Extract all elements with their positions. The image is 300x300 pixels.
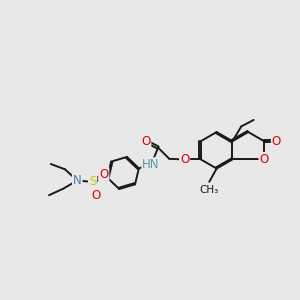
- Text: HN: HN: [142, 158, 160, 171]
- Text: O: O: [141, 135, 150, 148]
- Text: O: O: [180, 153, 189, 166]
- Text: CH₃: CH₃: [200, 185, 219, 195]
- Text: S: S: [89, 176, 96, 188]
- Text: O: O: [260, 153, 269, 166]
- Text: O: O: [99, 168, 108, 181]
- Text: N: N: [73, 174, 82, 187]
- Text: O: O: [92, 189, 101, 202]
- Text: O: O: [272, 135, 281, 148]
